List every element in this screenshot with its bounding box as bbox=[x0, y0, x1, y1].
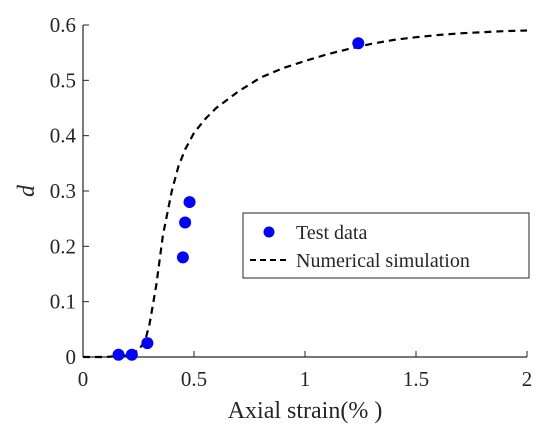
test-data-point bbox=[179, 216, 192, 229]
legend-label-test-data: Test data bbox=[296, 222, 367, 244]
test-data-point bbox=[125, 348, 138, 361]
x-tick-label: 1.5 bbox=[403, 367, 429, 391]
test-data-point bbox=[176, 251, 189, 264]
y-tick-label: 0.6 bbox=[50, 13, 76, 37]
legend-box bbox=[242, 212, 530, 279]
test-data-point bbox=[352, 37, 365, 50]
series-numerical-simulation-line bbox=[83, 29, 528, 359]
legend-marker-test-data bbox=[263, 226, 275, 238]
y-axis-label: d bbox=[14, 184, 40, 197]
y-tick-label: 0.1 bbox=[50, 290, 76, 314]
y-tick-label: 0.2 bbox=[50, 234, 76, 258]
test-data-point bbox=[183, 196, 196, 209]
legend-label-numerical-simulation: Numerical simulation bbox=[296, 250, 470, 272]
test-data-point bbox=[112, 348, 125, 361]
x-tick-label: 0 bbox=[78, 367, 89, 391]
x-tick-label: 1 bbox=[300, 367, 311, 391]
test-data-point bbox=[141, 337, 154, 350]
plot-area bbox=[83, 29, 528, 361]
x-tick-label: 0.5 bbox=[181, 367, 207, 391]
y-tick-label: 0 bbox=[66, 345, 77, 369]
y-tick-label: 0.3 bbox=[50, 179, 76, 203]
y-tick-label: 0.5 bbox=[50, 68, 76, 92]
legend: Test data Numerical simulation bbox=[242, 212, 530, 279]
y-tick-label: 0.4 bbox=[50, 124, 77, 148]
axes: 0 0.5 1 1.5 2 0 0.1 0.2 0.3 0.4 0.5 0.6 bbox=[50, 13, 533, 391]
x-tick-label: 2 bbox=[522, 367, 533, 391]
x-axis-label: Axial strain(% ) bbox=[228, 398, 383, 424]
